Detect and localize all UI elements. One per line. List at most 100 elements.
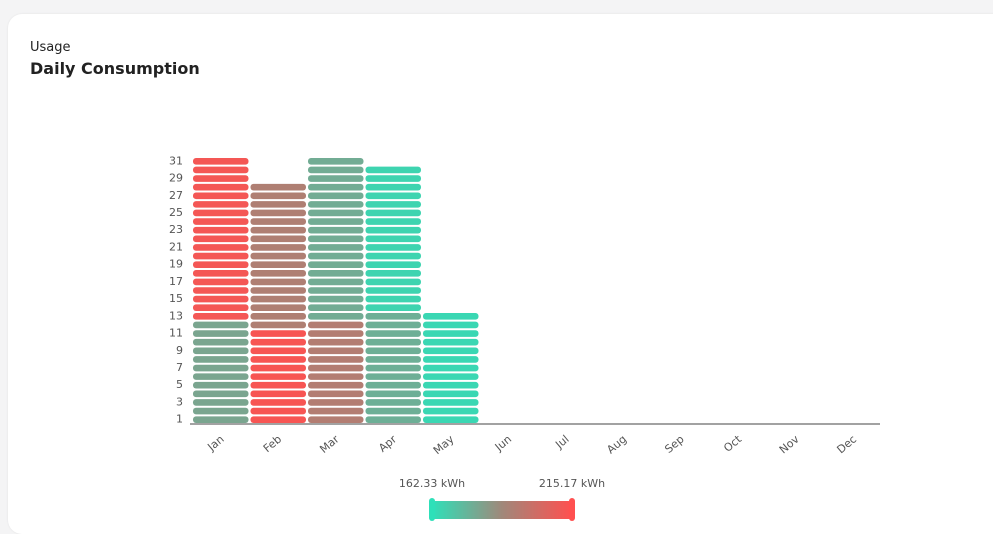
day-cell [193,166,249,174]
day-cell [308,295,364,303]
day-cell [250,235,306,243]
colorbar-max-handle [569,498,575,521]
day-cell [308,390,364,398]
x-tick-label: Feb [261,433,284,455]
day-cell [365,390,421,398]
day-cell [365,304,421,312]
day-cell [365,364,421,372]
day-cell [365,192,421,200]
colorbar [432,501,572,519]
day-cell [423,356,479,363]
day-cell [193,381,249,389]
day-cell [365,356,421,363]
day-cell [308,261,364,268]
day-cell [308,201,364,208]
day-cell [250,356,306,363]
day-cell [308,192,364,200]
y-tick-label: 29 [169,172,183,185]
day-cell [308,304,364,312]
day-cell [308,416,364,423]
x-tick-label: Aug [604,433,629,457]
day-cell [308,244,364,251]
day-cell [308,226,364,234]
day-cell [365,407,421,415]
y-tick-label: 7 [176,361,183,374]
day-cell [250,347,306,355]
day-cell [250,269,306,277]
day-cell [250,201,306,208]
day-cell [250,381,306,389]
day-cell [308,287,364,294]
day-cell [308,175,364,182]
card-subtitle: Usage [30,40,71,55]
day-cell [193,175,249,182]
day-cell [193,416,249,423]
day-cell [193,364,249,372]
day-cell [193,295,249,303]
day-cell [250,373,306,380]
y-tick-label: 15 [169,292,183,305]
colorbar-min-label: 162.33 kWh [399,477,465,490]
day-cell [193,218,249,225]
y-tick-label: 9 [176,344,183,357]
day-cell [193,201,249,208]
x-tick-label: Sep [662,433,686,456]
day-cell [250,390,306,398]
x-tick-label: Nov [777,432,802,456]
x-tick-label: Jul [552,433,571,452]
day-cell [250,295,306,303]
y-tick-label: 27 [169,189,183,202]
day-cell [308,347,364,355]
x-tick-label: Jun [492,433,514,455]
day-cell [365,235,421,243]
card: Usage Daily Consumption [8,14,993,534]
day-cell [308,364,364,372]
day-cell [250,218,306,225]
day-cell [365,166,421,174]
day-cell [193,158,249,165]
day-cell [423,321,479,329]
day-cell [308,321,364,329]
day-cell [365,338,421,346]
day-cell [250,261,306,268]
day-cell [365,175,421,182]
day-cell [365,209,421,217]
day-cell [308,373,364,380]
y-tick-label: 5 [176,378,183,391]
day-cell [365,295,421,303]
day-cell [193,287,249,294]
day-cell [250,313,306,320]
day-cell [365,373,421,380]
day-cell [193,209,249,217]
x-tick-label: Jan [204,433,226,455]
x-tick-label: Oct [721,432,744,455]
day-cell [308,407,364,415]
day-cell [423,416,479,423]
y-tick-label: 21 [169,240,183,253]
day-cell [308,158,364,165]
day-cell [250,252,306,260]
x-tick-label: Mar [317,432,342,456]
day-cell [193,278,249,286]
day-cell [365,201,421,208]
day-cell [308,269,364,277]
day-cell [365,416,421,423]
card-title: Daily Consumption [30,59,200,78]
y-tick-label: 19 [169,258,183,271]
day-cell [365,218,421,225]
day-cell [308,252,364,260]
day-cell [423,399,479,406]
day-cell [193,373,249,380]
day-cell [250,407,306,415]
day-cell [193,269,249,277]
x-tick-label: Apr [376,432,399,454]
day-cell [193,226,249,234]
day-cell [423,390,479,398]
day-cell [365,287,421,294]
x-tick-label: Dec [834,433,859,457]
day-cell [308,235,364,243]
day-cell [193,330,249,337]
day-cell [308,166,364,174]
colorbar-max-label: 215.17 kWh [539,477,605,490]
